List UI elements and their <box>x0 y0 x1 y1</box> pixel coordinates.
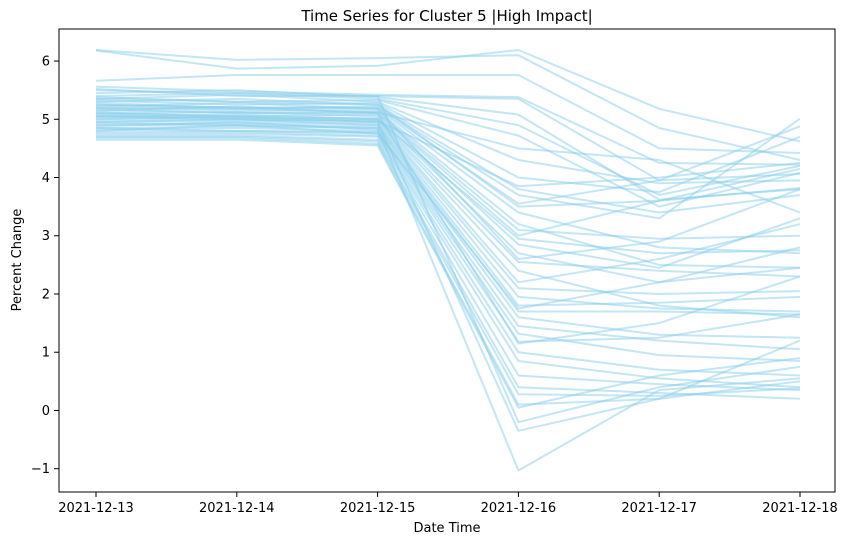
series-line-1 <box>95 49 801 161</box>
series-layer <box>95 49 801 472</box>
y-tick-label: 2 <box>42 287 50 302</box>
series-line-32 <box>96 131 801 389</box>
x-tick-label: 2021-12-18 <box>762 501 838 516</box>
series-line-43 <box>95 97 801 208</box>
y-axis: −1 0 1 2 3 4 5 6 <box>31 55 59 477</box>
y-tick-label: 3 <box>42 229 50 244</box>
y-tick-label: 4 <box>42 171 50 186</box>
x-tick-label: 2021-12-15 <box>340 501 416 516</box>
y-tick-label: 5 <box>42 113 50 128</box>
x-tick-label: 2021-12-13 <box>58 501 134 516</box>
series-line-41 <box>95 109 801 345</box>
series-line-3 <box>95 74 801 154</box>
series-line-35 <box>96 135 801 397</box>
series-line-31 <box>95 124 801 377</box>
series-line-40 <box>95 121 801 472</box>
series-line-33 <box>96 132 801 392</box>
x-tick-label: 2021-12-17 <box>621 501 697 516</box>
series-line-46 <box>95 127 801 310</box>
series-line-11 <box>95 97 801 214</box>
x-axis: 2021-12-13 2021-12-14 2021-12-15 2021-12-16… <box>58 492 838 516</box>
y-tick-label: 6 <box>42 55 50 70</box>
series-line-42 <box>95 103 801 260</box>
chart-title: Time Series for Cluster 5 |High Impact| <box>300 7 592 25</box>
series-line-38 <box>95 89 801 424</box>
y-axis-title: Percent Change <box>10 209 25 312</box>
x-axis-title: Date Time <box>413 521 480 536</box>
x-tick-label: 2021-12-14 <box>199 501 275 516</box>
series-line-29 <box>96 127 801 362</box>
series-line-44 <box>95 115 801 188</box>
series-line-15 <box>95 106 801 269</box>
series-line-45 <box>95 112 801 255</box>
series-line-47 <box>95 106 801 214</box>
x-tick-label: 2021-12-16 <box>481 501 557 516</box>
series-line-14 <box>95 102 801 255</box>
y-tick-label: −1 <box>31 462 50 477</box>
series-line-2 <box>95 49 801 143</box>
plot-frame <box>58 28 836 493</box>
y-tick-label: 1 <box>42 346 50 361</box>
y-tick-label: 0 <box>42 404 50 419</box>
